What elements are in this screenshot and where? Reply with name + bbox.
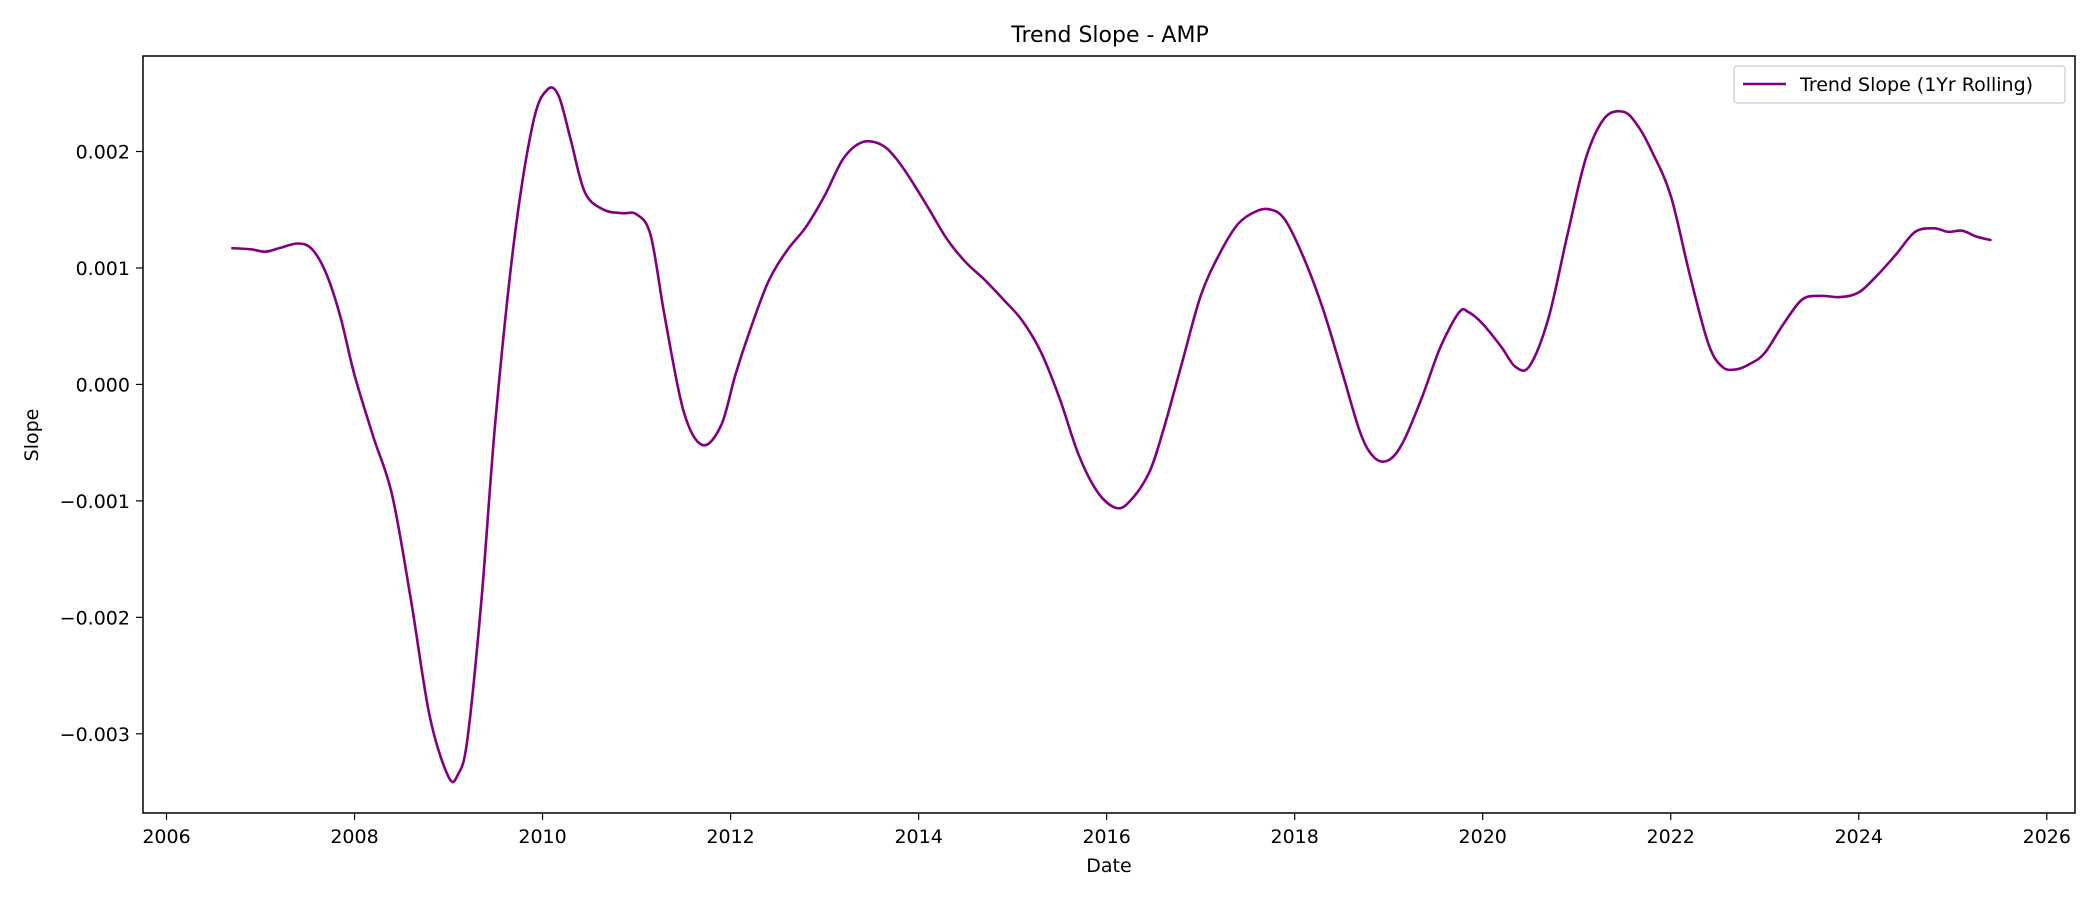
y-axis: −0.003 −0.002 −0.001 0.000 0.001 0.002 xyxy=(60,141,143,746)
legend-label: Trend Slope (1Yr Rolling) xyxy=(1799,74,2033,96)
plot-area-frame xyxy=(142,55,2076,814)
x-tick-label: 2026 xyxy=(2023,826,2071,848)
x-tick-label: 2020 xyxy=(1459,826,1507,848)
x-tick-label: 2016 xyxy=(1082,826,1130,848)
x-tick-label: 2012 xyxy=(706,826,754,848)
x-tick-label: 2018 xyxy=(1270,826,1318,848)
x-tick-label: 2024 xyxy=(1835,826,1883,848)
x-tick-label: 2014 xyxy=(894,826,942,848)
x-tick-label: 2010 xyxy=(518,826,566,848)
x-axis: 2006 2008 2010 2012 2014 2016 2018 2020 2022 2024… xyxy=(142,813,2071,848)
legend: Trend Slope (1Yr Rolling) xyxy=(1733,65,2066,104)
y-tick-label: −0.003 xyxy=(60,724,130,746)
x-tick-label: 2006 xyxy=(142,826,190,848)
x-tick-label: 2008 xyxy=(330,826,378,848)
trend-slope-line xyxy=(231,86,1992,784)
y-tick-label: −0.001 xyxy=(60,491,130,513)
y-tick-label: −0.002 xyxy=(60,607,130,629)
series-layer xyxy=(231,86,1992,784)
y-tick-label: 0.001 xyxy=(76,258,130,280)
chart-title: Trend Slope - AMP xyxy=(1010,23,1208,48)
legend-box xyxy=(1733,65,2066,104)
y-tick-label: 0.000 xyxy=(76,374,130,396)
y-tick-label: 0.002 xyxy=(76,141,130,163)
x-axis-label: Date xyxy=(1086,855,1131,877)
x-tick-label: 2022 xyxy=(1647,826,1695,848)
y-axis-label: Slope xyxy=(21,409,43,462)
